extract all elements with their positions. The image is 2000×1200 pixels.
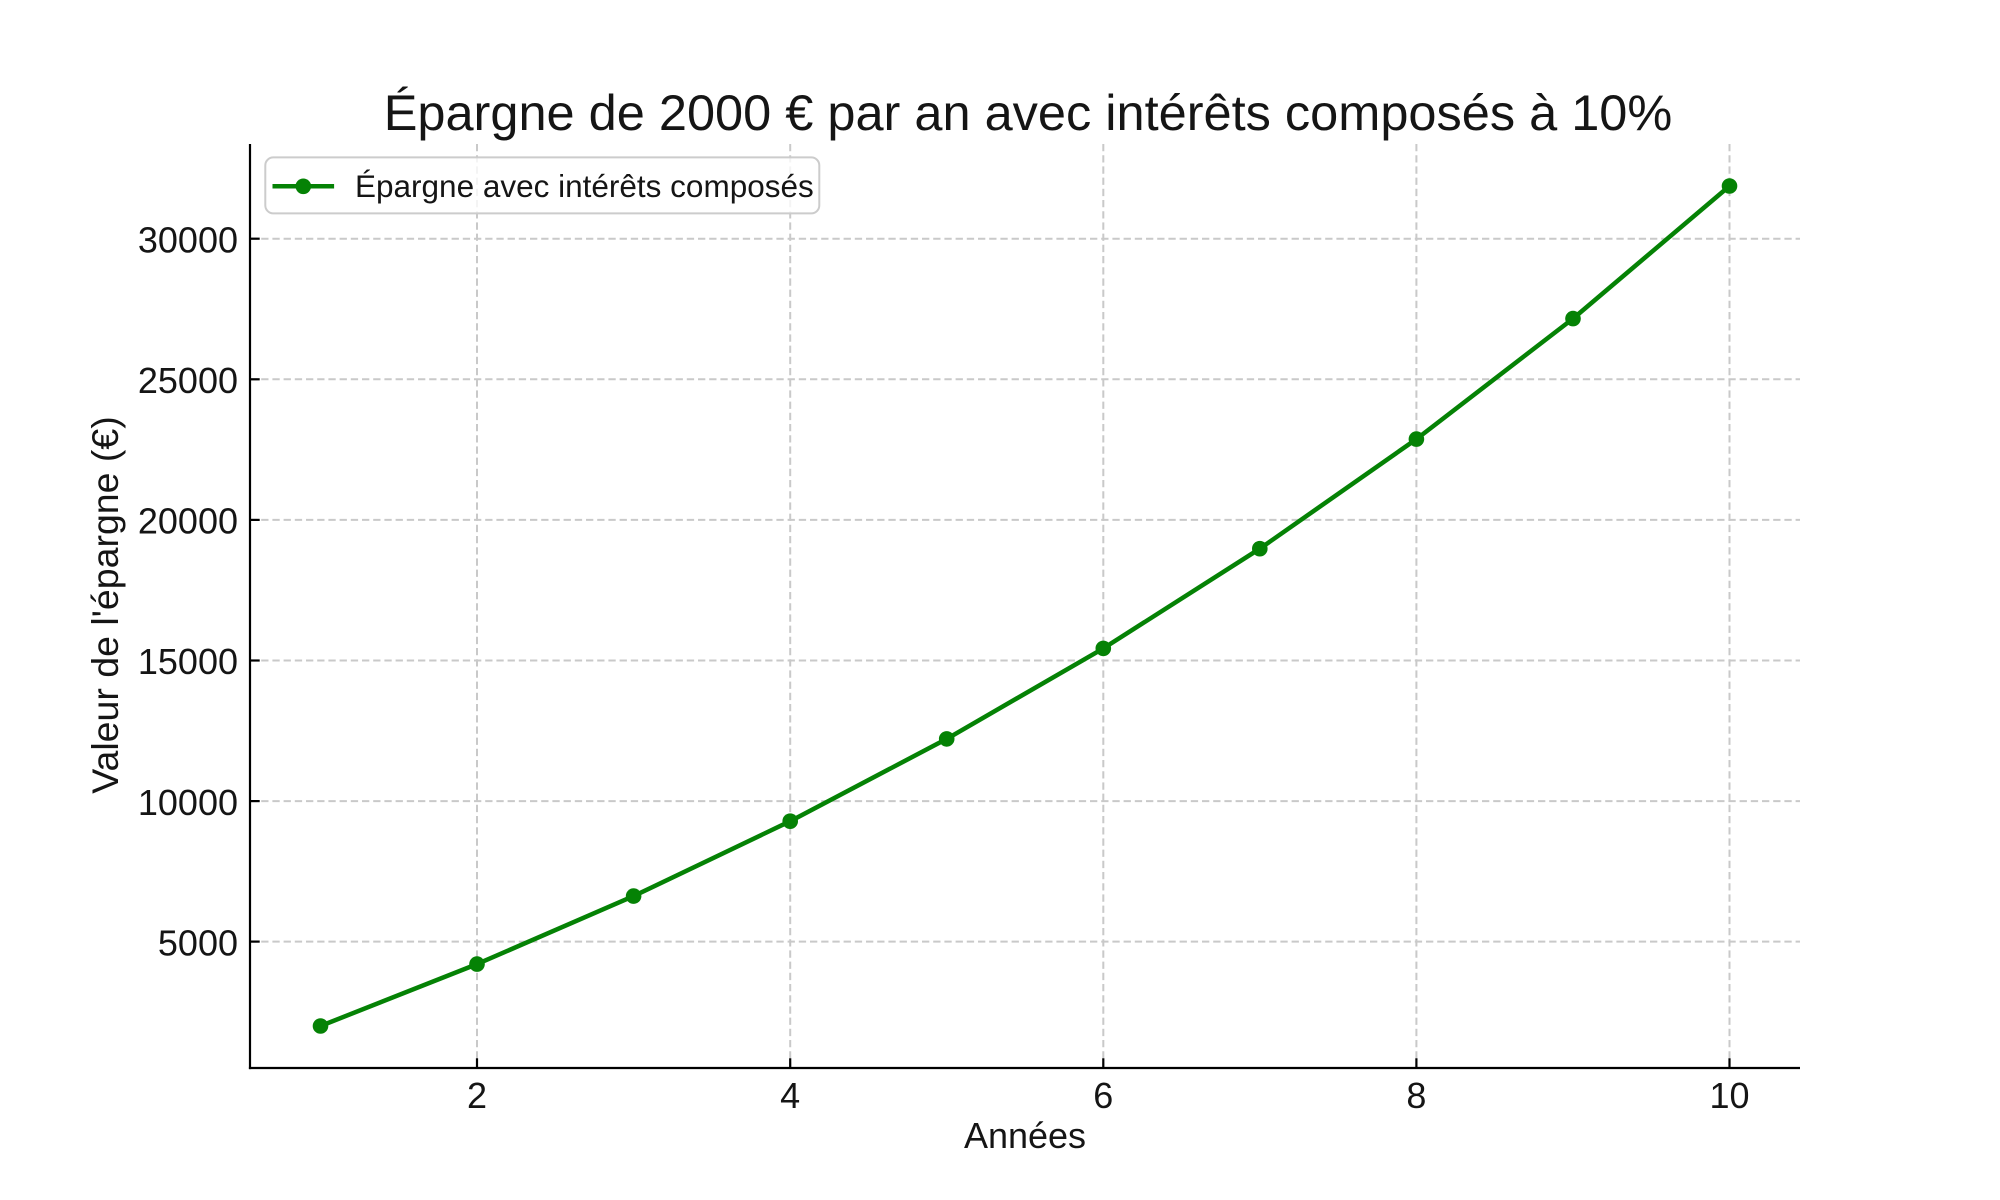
svg-text:20000: 20000 bbox=[138, 501, 238, 542]
svg-text:Valeur de l'épargne (€): Valeur de l'épargne (€) bbox=[84, 416, 126, 794]
svg-text:Épargne de 2000 € par an avec: Épargne de 2000 € par an avec intérêts c… bbox=[384, 84, 1673, 141]
svg-text:8: 8 bbox=[1406, 1075, 1426, 1116]
svg-text:10: 10 bbox=[1709, 1075, 1749, 1116]
svg-text:Années: Années bbox=[964, 1115, 1086, 1156]
svg-text:Épargne avec intérêts composés: Épargne avec intérêts composés bbox=[355, 168, 814, 204]
svg-text:15000: 15000 bbox=[138, 641, 238, 682]
svg-text:30000: 30000 bbox=[138, 219, 238, 260]
svg-text:2: 2 bbox=[467, 1075, 487, 1116]
svg-text:6: 6 bbox=[1093, 1075, 1113, 1116]
svg-text:4: 4 bbox=[780, 1075, 800, 1116]
svg-text:25000: 25000 bbox=[138, 360, 238, 401]
svg-text:10000: 10000 bbox=[138, 782, 238, 823]
svg-text:5000: 5000 bbox=[158, 922, 238, 963]
